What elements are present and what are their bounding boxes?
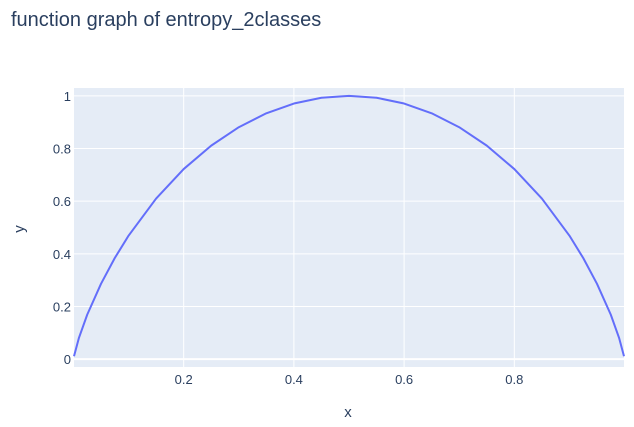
y-tick-label: 0.4	[53, 247, 71, 262]
y-tick-label: 0.8	[53, 142, 71, 157]
y-tick-label: 0.6	[53, 194, 71, 209]
y-tick-label: 0	[64, 352, 71, 367]
plot-background	[74, 88, 624, 367]
series-line	[73, 94, 625, 357]
x-tick-label: 0.8	[505, 372, 523, 387]
tick-labels: 0.2 0.4 0.6 0.8 0 0.2 0.4 0.6 0.8 1	[53, 89, 523, 387]
y-tick-label: 0.2	[53, 299, 71, 314]
y-axis-title: y	[11, 225, 28, 233]
chart-title: function graph of entropy_2classes	[11, 9, 322, 31]
x-tick-label: 0.6	[395, 372, 413, 387]
x-tick-label: 0.2	[175, 372, 193, 387]
x-tick-label: 0.4	[285, 372, 303, 387]
y-tick-label: 1	[64, 89, 71, 104]
x-axis-title: x	[344, 404, 352, 421]
